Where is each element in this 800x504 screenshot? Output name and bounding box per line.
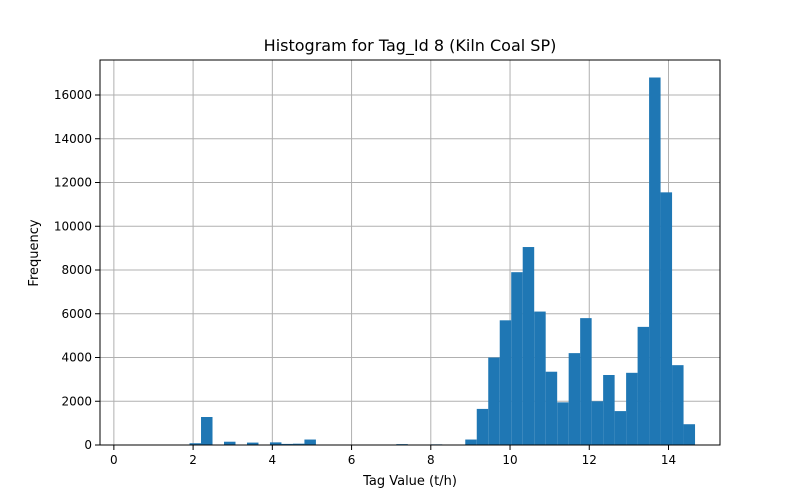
y-tick-label: 10000	[54, 219, 92, 233]
y-tick-label: 16000	[54, 88, 92, 102]
histogram-bar	[603, 375, 615, 445]
histogram-bar	[545, 371, 558, 445]
x-tick-label: 8	[427, 453, 435, 467]
histogram-bar	[304, 439, 316, 445]
y-axis-label: Frequency	[27, 219, 42, 286]
histogram-bar	[269, 442, 282, 445]
x-axis-ticks: 0 2 4 6 8 10 12 14	[110, 445, 676, 467]
y-tick-label: 12000	[54, 176, 92, 190]
x-axis-label: Tag Value (t/h)	[362, 474, 457, 489]
histogram-bar	[281, 443, 293, 445]
x-tick-label: 12	[582, 453, 597, 467]
histogram-bar	[465, 439, 477, 445]
histogram-bar	[591, 401, 604, 445]
histogram-bar	[224, 441, 236, 445]
y-tick-label: 6000	[61, 307, 92, 321]
chart-title: Histogram for Tag_Id 8 (Kiln Coal SP)	[264, 36, 557, 56]
histogram-bar	[557, 402, 569, 445]
histogram-bar	[522, 247, 535, 445]
histogram-bar	[649, 77, 661, 445]
x-tick-label: 4	[269, 453, 277, 467]
histogram-bar	[292, 443, 305, 445]
histogram-bar	[499, 320, 512, 445]
histogram-bar	[637, 326, 650, 445]
x-tick-label: 10	[502, 453, 517, 467]
y-tick-label: 0	[84, 438, 92, 452]
grid-lines	[100, 60, 720, 446]
x-tick-label: 6	[348, 453, 356, 467]
x-tick-label: 2	[189, 453, 197, 467]
y-tick-label: 2000	[61, 394, 92, 408]
histogram-bar	[511, 272, 523, 445]
histogram-bar	[568, 353, 581, 445]
plot-frame	[99, 59, 721, 446]
histogram-bar	[672, 365, 684, 445]
histogram-bar	[488, 357, 500, 445]
histogram-bar	[189, 443, 202, 445]
y-tick-label: 8000	[61, 263, 92, 277]
x-tick-label: 14	[661, 453, 676, 467]
histogram-bar	[626, 372, 638, 445]
histogram-bar	[476, 408, 489, 445]
histogram-bar	[534, 311, 546, 445]
histogram-bar	[660, 192, 673, 445]
histogram-bar	[201, 417, 213, 445]
y-tick-label: 14000	[54, 132, 92, 146]
y-axis-ticks: 0 2000 4000 6000 8000 10000 12000 14000 16000	[54, 88, 100, 452]
histogram-bar	[246, 442, 259, 445]
histogram-bars	[189, 77, 696, 445]
y-tick-label: 4000	[61, 351, 92, 365]
histogram-bar	[683, 424, 696, 445]
histogram-bar	[580, 318, 592, 445]
histogram-bar	[614, 411, 627, 445]
x-tick-label: 0	[110, 453, 118, 467]
